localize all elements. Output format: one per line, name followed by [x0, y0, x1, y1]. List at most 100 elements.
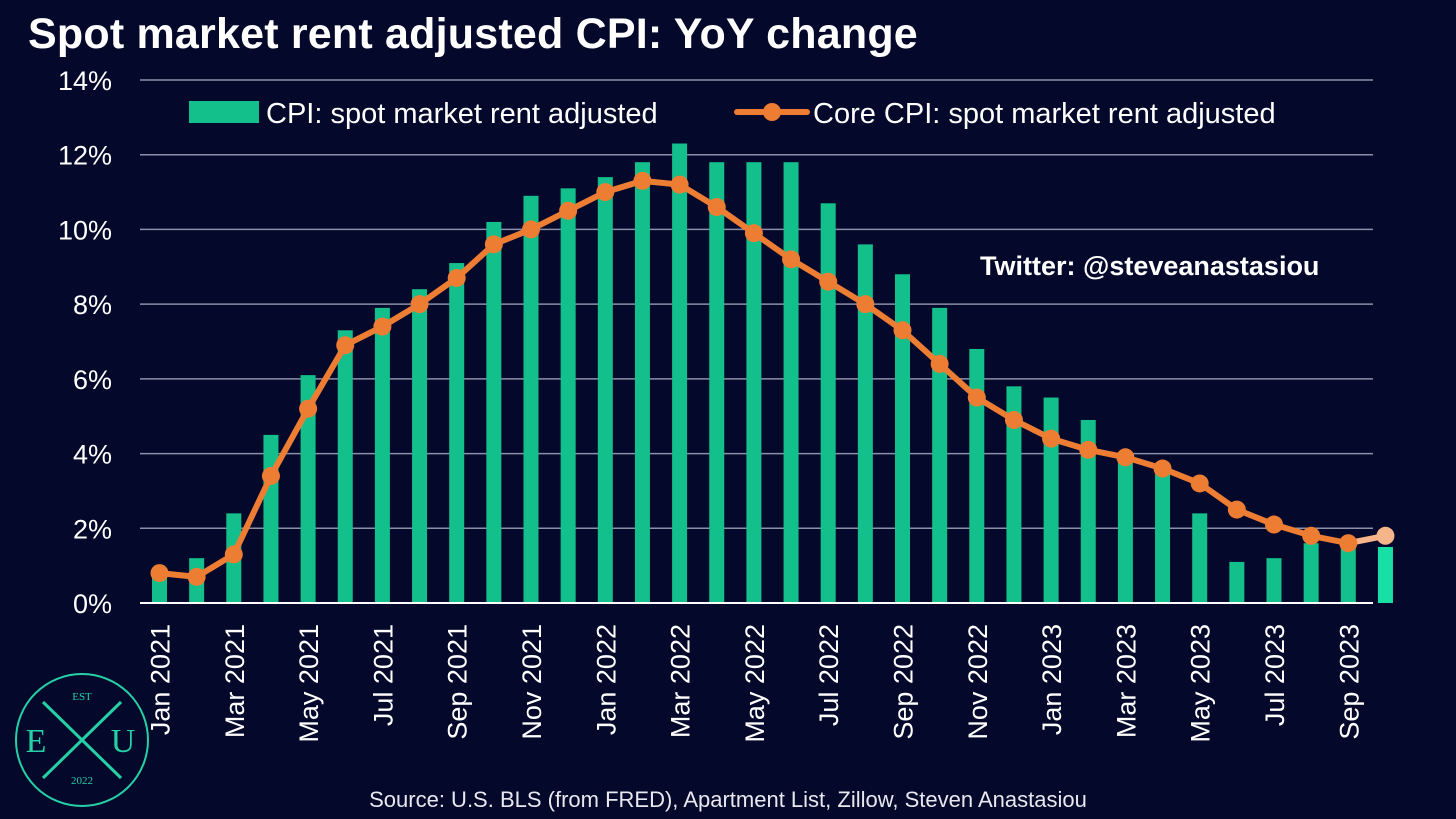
logo-est: EST [72, 691, 92, 703]
line-marker [1042, 429, 1061, 448]
bar [746, 162, 762, 603]
line-marker [299, 399, 318, 418]
line-marker [373, 317, 392, 336]
bar [560, 188, 576, 604]
line-marker [1079, 440, 1098, 459]
x-tick-label: Sep 2022 [889, 624, 919, 740]
line-marker [224, 545, 243, 564]
line-marker [670, 175, 689, 194]
exu-logo: EST E U 2022 [15, 673, 149, 807]
x-tick-label: Jul 2023 [1260, 624, 1290, 726]
x-tick-label: Mar 2023 [1111, 624, 1141, 738]
x-tick-label: Jul 2021 [368, 624, 398, 726]
line-marker [819, 272, 838, 291]
line-marker [1339, 534, 1358, 553]
y-tick-label: 4% [73, 440, 112, 470]
bar [449, 263, 465, 603]
bar [523, 195, 539, 604]
line-marker [1265, 515, 1283, 534]
x-tick-label: Jan 2022 [591, 624, 621, 735]
line-marker [336, 336, 355, 355]
bar [1043, 397, 1059, 603]
logo-year: 2022 [71, 775, 93, 787]
line-marker [893, 321, 912, 340]
legend: CPI: spot market rent adjusted Core CPI:… [189, 98, 1276, 130]
line-marker [1004, 410, 1023, 429]
legend-swatch-marker [763, 103, 781, 121]
bar [1229, 561, 1245, 603]
legend-label-line: Core CPI: spot market rent adjusted [813, 98, 1276, 130]
bar [263, 434, 279, 603]
x-tick-label: May 2022 [740, 624, 770, 743]
y-tick-label: 0% [73, 589, 112, 619]
bar [857, 244, 873, 603]
x-tick-label: Jan 2023 [1037, 624, 1067, 735]
line-marker [596, 183, 615, 202]
line-marker [930, 354, 949, 373]
line-marker [261, 466, 280, 485]
line-marker [967, 388, 986, 407]
bar [1377, 546, 1393, 603]
x-tick-label: Mar 2022 [666, 624, 696, 738]
x-tick-label: Nov 2021 [517, 624, 547, 740]
x-tick-label: Sep 2023 [1334, 624, 1364, 740]
bar [597, 177, 613, 603]
bar [1080, 419, 1096, 603]
line-marker [1227, 500, 1246, 519]
line-marker [1116, 448, 1135, 467]
line-marker [1190, 474, 1209, 493]
x-tick-label: Sep 2021 [443, 624, 473, 740]
line-marker [707, 198, 726, 217]
line-marker [559, 201, 578, 220]
y-axis-ticks: 0% 2% 4% 6% 8% 10% 12% 14% [58, 66, 112, 619]
x-tick-label: Nov 2022 [963, 624, 993, 740]
line-marker [484, 235, 503, 254]
y-tick-label: 10% [58, 215, 112, 245]
logo-letter-u: U [111, 723, 136, 760]
bar [709, 162, 725, 603]
bar [300, 375, 316, 603]
bar [412, 289, 428, 603]
bar [1192, 513, 1208, 603]
bar [1303, 543, 1319, 603]
x-tick-label: Jan 2021 [146, 624, 176, 735]
bar [969, 348, 985, 603]
bar [783, 162, 799, 603]
bar [337, 330, 353, 603]
x-tick-label: Mar 2021 [220, 624, 250, 738]
bar [820, 203, 836, 603]
x-axis-ticks: Jan 2021 Mar 2021 May 2021 Jul 2021 Sep 2021… [146, 624, 1365, 743]
line-series [150, 171, 1395, 586]
line-marker [522, 220, 540, 239]
bar [374, 307, 390, 603]
line-marker [447, 268, 466, 287]
logo-letter-e: E [26, 723, 47, 760]
bar [672, 143, 688, 603]
y-tick-label: 2% [73, 514, 112, 544]
line-marker [856, 295, 875, 314]
twitter-handle: Twitter: @steveanastasiou [980, 251, 1320, 281]
line-marker [150, 564, 169, 583]
bar [486, 221, 502, 603]
x-tick-label: Jul 2022 [814, 624, 844, 726]
legend-label-bar: CPI: spot market rent adjusted [266, 98, 658, 130]
x-tick-label: May 2023 [1186, 624, 1216, 743]
y-tick-label: 12% [58, 141, 112, 171]
bar [1155, 472, 1171, 603]
line-marker [1376, 526, 1395, 545]
line-marker [1302, 526, 1321, 545]
line-marker [782, 250, 801, 269]
x-tick-label: May 2021 [294, 624, 324, 743]
source-note: Source: U.S. BLS (from FRED), Apartment … [369, 787, 1087, 812]
y-tick-label: 8% [73, 290, 112, 320]
line-marker [633, 171, 652, 190]
line-marker [1153, 459, 1172, 478]
y-tick-label: 14% [58, 66, 112, 96]
bar [895, 274, 910, 603]
bar [634, 162, 650, 603]
bar [1266, 558, 1282, 603]
line-marker [410, 295, 429, 314]
bar-series [152, 143, 1393, 604]
bar [1117, 457, 1133, 603]
